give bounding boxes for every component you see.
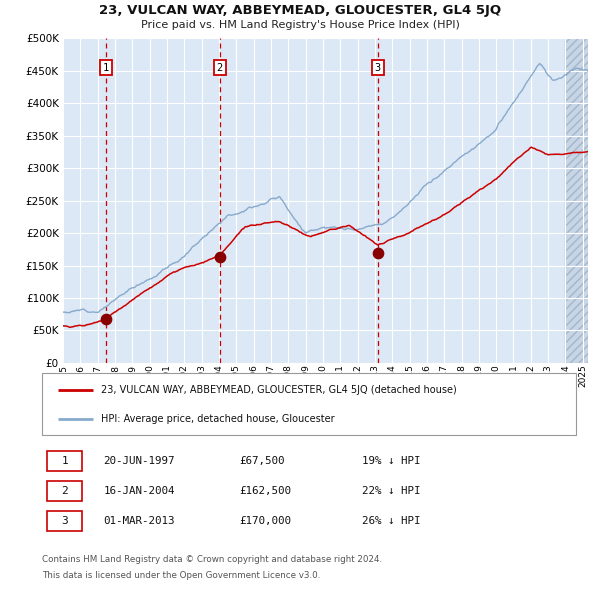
Text: 23, VULCAN WAY, ABBEYMEAD, GLOUCESTER, GL4 5JQ: 23, VULCAN WAY, ABBEYMEAD, GLOUCESTER, G… [99, 4, 501, 17]
Text: £162,500: £162,500 [239, 486, 292, 496]
Point [215, 253, 224, 262]
Text: Contains HM Land Registry data © Crown copyright and database right 2024.: Contains HM Land Registry data © Crown c… [42, 555, 382, 563]
FancyBboxPatch shape [42, 373, 576, 435]
Text: 2: 2 [61, 486, 68, 496]
Text: 26% ↓ HPI: 26% ↓ HPI [362, 516, 421, 526]
Text: £170,000: £170,000 [239, 516, 292, 526]
FancyBboxPatch shape [47, 511, 82, 531]
Text: 3: 3 [374, 63, 381, 73]
Bar [565, 38, 600, 363]
Text: 23, VULCAN WAY, ABBEYMEAD, GLOUCESTER, GL4 5JQ (detached house): 23, VULCAN WAY, ABBEYMEAD, GLOUCESTER, G… [101, 385, 457, 395]
Point [373, 248, 382, 257]
FancyBboxPatch shape [47, 451, 82, 471]
FancyBboxPatch shape [47, 481, 82, 501]
Text: £67,500: £67,500 [239, 456, 285, 466]
Text: HPI: Average price, detached house, Gloucester: HPI: Average price, detached house, Glou… [101, 414, 334, 424]
Text: 19% ↓ HPI: 19% ↓ HPI [362, 456, 421, 466]
Text: 3: 3 [61, 516, 68, 526]
Text: Price paid vs. HM Land Registry's House Price Index (HPI): Price paid vs. HM Land Registry's House … [140, 20, 460, 30]
Text: 16-JAN-2004: 16-JAN-2004 [103, 486, 175, 496]
Text: 22% ↓ HPI: 22% ↓ HPI [362, 486, 421, 496]
Text: 1: 1 [61, 456, 68, 466]
Text: 2: 2 [217, 63, 223, 73]
Text: 01-MAR-2013: 01-MAR-2013 [103, 516, 175, 526]
Point [101, 314, 110, 324]
Bar [565, 38, 600, 363]
Text: 1: 1 [103, 63, 109, 73]
Text: 20-JUN-1997: 20-JUN-1997 [103, 456, 175, 466]
Text: This data is licensed under the Open Government Licence v3.0.: This data is licensed under the Open Gov… [42, 571, 320, 580]
